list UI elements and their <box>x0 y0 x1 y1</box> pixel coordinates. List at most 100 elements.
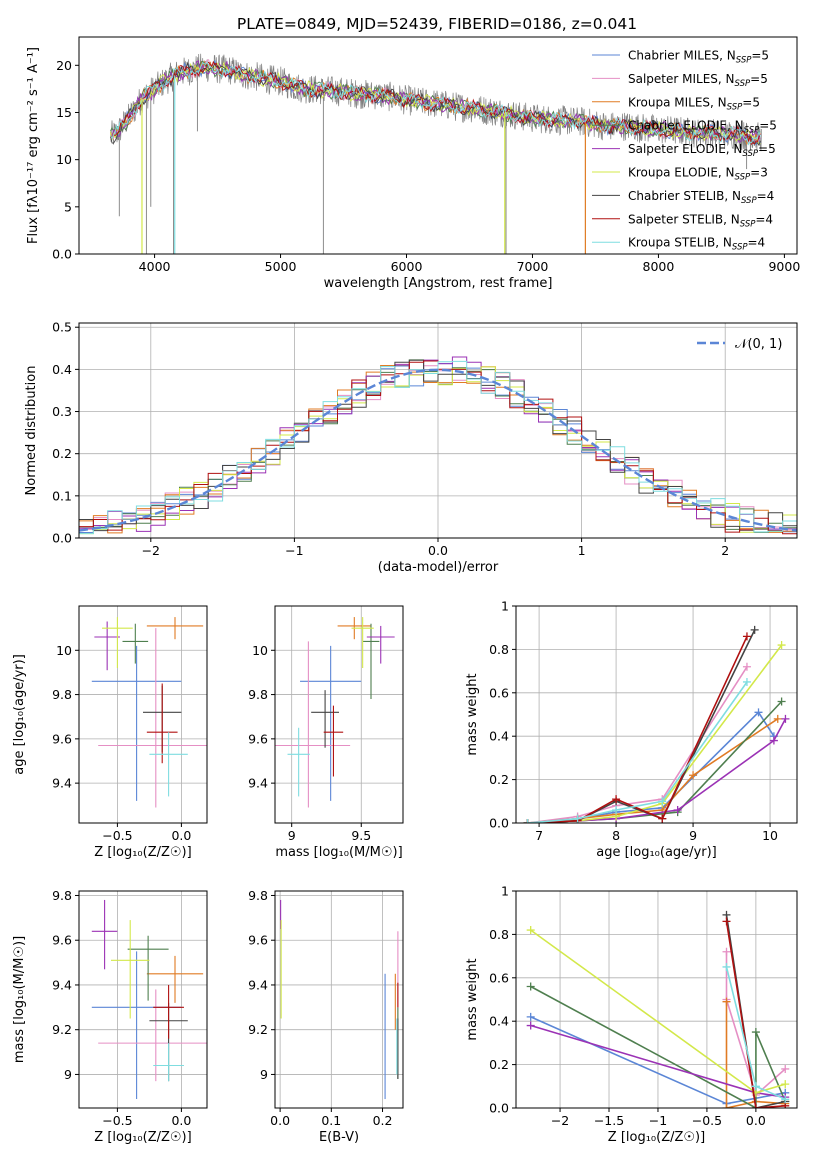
x-tick-label: −1 <box>649 1113 667 1128</box>
x-tick-label: 2 <box>721 543 729 558</box>
mass-weight-marker <box>777 697 786 706</box>
x-tick-label: 10 <box>762 828 778 843</box>
massweight_vs_Z-axes: −2 −1.5 −1 −0.5 0.0 0.0 0.2 0.4 0.6 0.8 1 Z [log₁₀(… <box>465 884 798 1145</box>
spectrum-model-line <box>110 61 761 146</box>
massweight_vs_Z-y-label: mass weight <box>465 958 480 1040</box>
y-tick-label: 0.8 <box>489 642 509 657</box>
mass-weight-line <box>725 921 786 1108</box>
mass-weight-marker <box>673 805 682 814</box>
errorbar-point <box>98 989 207 1082</box>
mass-weight-line <box>527 718 779 823</box>
legend-label: Salpeter ELODIE, NSSP=5 <box>628 142 776 159</box>
mass-weight-marker <box>526 926 535 935</box>
legend-label: 𝒩(0, 1) <box>735 337 782 352</box>
mass_vs_EBV-panel: 0.0 0.1 0.2 9 9.2 9.4 9.6 9.8 E(B-V) <box>248 888 404 1145</box>
spectrum-axes: 4000 5000 6000 7000 8000 9000 0.0 5 10 15 20 wavele… <box>26 36 800 291</box>
errorbar-point <box>127 935 169 1001</box>
y-tick-label: 0.2 <box>489 772 509 787</box>
y-tick-label: 0.6 <box>489 685 509 700</box>
residuals-y-label: Normed distribution <box>24 366 39 496</box>
x-tick-label: 7 <box>535 828 543 843</box>
errorbar-point <box>111 920 150 1019</box>
mass-weight-marker <box>781 1064 790 1073</box>
massweight_vs_Z-plot-area <box>526 910 790 1108</box>
x-tick-label: −2 <box>551 1113 569 1128</box>
mass-weight-marker <box>781 1095 790 1104</box>
mass-weight-marker <box>722 947 731 956</box>
spectrum-data-line <box>110 53 762 152</box>
spectrum-x-label: wavelength [Angstrom, rest frame] <box>324 276 553 291</box>
massweight_vs_age-panel: 7 8 9 10 0.0 0.2 0.4 0.6 0.8 1 age [log₁₀(age/yr)]… <box>465 599 798 860</box>
y-tick-label: 10 <box>56 643 72 658</box>
mass-weight-marker <box>777 641 786 650</box>
y-tick-label: 0.8 <box>489 927 509 942</box>
legend-label: Salpeter STELIB, NSSP=4 <box>628 212 773 229</box>
legend-label: Chabrier MILES, NSSP=5 <box>628 49 769 66</box>
mass-weight-marker <box>754 708 763 717</box>
x-tick-label: 0.0 <box>171 828 191 843</box>
y-tick-label: 0.2 <box>489 1057 509 1072</box>
residuals-axes: −2 −1 0.0 1 2 0.0 0.1 0.2 0.3 0.4 0.5 (data-model)/… <box>24 320 798 575</box>
mass-weight-line <box>725 1001 786 1108</box>
x-tick-label: 8 <box>612 828 620 843</box>
x-tick-label: 6000 <box>391 259 423 274</box>
errorbar-point <box>300 645 362 801</box>
residuals-plot-area <box>79 356 797 535</box>
age_vs_Z-axes: −0.5 0.0 9.4 9.6 9.8 10 Z [log₁₀(Z/Z☉)] age [lo… <box>12 605 208 860</box>
errorbar-point <box>91 645 182 801</box>
legend-label: Chabrier ELODIE, NSSP=5 <box>628 119 777 136</box>
figure-title: PLATE=0849, MJD=52439, FIBERID=0186, z=0… <box>237 15 637 33</box>
x-tick-label: 9 <box>288 828 296 843</box>
x-tick-label: 0.0 <box>428 543 448 558</box>
y-tick-label: 9.4 <box>52 776 72 791</box>
mass-weight-line <box>527 666 748 823</box>
y-tick-label: 9.4 <box>248 776 268 791</box>
x-tick-label: −1.5 <box>594 1113 624 1128</box>
mass-weight-marker <box>612 805 621 814</box>
x-tick-label: −1 <box>285 543 303 558</box>
y-tick-label: 0.4 <box>52 362 72 377</box>
massweight_vs_Z-x-label: Z [log₁₀(Z/Z☉)] <box>608 1130 705 1145</box>
x-tick-label: −0.5 <box>692 1113 722 1128</box>
x-tick-label: 5000 <box>265 259 297 274</box>
mass-weight-marker <box>722 997 731 1006</box>
y-tick-label: 9.6 <box>52 933 72 948</box>
massweight_vs_age-frame <box>515 605 798 824</box>
errorbar-point <box>153 1043 184 1082</box>
age_vs_Z-plot-area <box>91 617 207 808</box>
age_vs_mass-panel: 9 9.5 9.4 9.6 9.8 10 mass [log₁₀(M/M☉)] <box>248 605 404 860</box>
legend-label: Kroupa STELIB, NSSP=4 <box>628 236 765 253</box>
age_vs_Z-y-label: age [log₁₀(age/yr)] <box>12 654 27 775</box>
legend-label: Kroupa ELODIE, NSSP=3 <box>628 166 768 183</box>
mass-weight-marker <box>781 714 790 723</box>
errorbar-point <box>275 641 351 808</box>
age_vs_mass-x-label: mass [log₁₀(M/M☉)] <box>275 845 402 860</box>
y-tick-label: 0.3 <box>52 404 72 419</box>
y-tick-label: 9.6 <box>52 731 72 746</box>
mass-weight-marker <box>722 962 731 971</box>
massweight_vs_age-axes: 7 8 9 10 0.0 0.2 0.4 0.6 0.8 1 age [log₁₀(age/yr)]… <box>465 599 798 860</box>
y-tick-label: 9.8 <box>248 888 268 903</box>
mass_vs_Z-panel: −0.5 0.0 9 9.2 9.4 9.6 9.8 Z [log₁₀(Z/Z☉)] mass … <box>12 888 208 1145</box>
massweight_vs_age-y-label: mass weight <box>465 673 480 755</box>
x-tick-label: −0.5 <box>102 828 132 843</box>
x-tick-label: −2 <box>142 543 160 558</box>
y-tick-label: 9.2 <box>248 1022 268 1037</box>
mass-weight-marker <box>742 632 751 641</box>
mass_vs_Z-y-label: mass [log₁₀(M/M☉)] <box>12 936 27 1063</box>
y-tick-label: 0.4 <box>489 1014 509 1029</box>
residuals-panel: −2 −1 0.0 1 2 0.0 0.1 0.2 0.3 0.4 0.5 (data-model)/… <box>24 320 798 575</box>
errorbar-point <box>146 683 178 764</box>
mass-weight-marker <box>658 814 667 823</box>
y-tick-label: 1 <box>501 599 509 614</box>
errorbar-point <box>102 617 133 668</box>
spectrum-model-line <box>110 60 761 143</box>
x-tick-label: 4000 <box>139 259 171 274</box>
mass-weight-marker <box>750 625 759 634</box>
mass-weight-marker <box>658 797 667 806</box>
y-tick-label: 9.6 <box>248 731 268 746</box>
mass-weight-marker <box>773 714 782 723</box>
mass-weight-marker <box>722 917 731 926</box>
errorbar-point <box>146 955 204 1003</box>
mass-weight-marker <box>612 795 621 804</box>
